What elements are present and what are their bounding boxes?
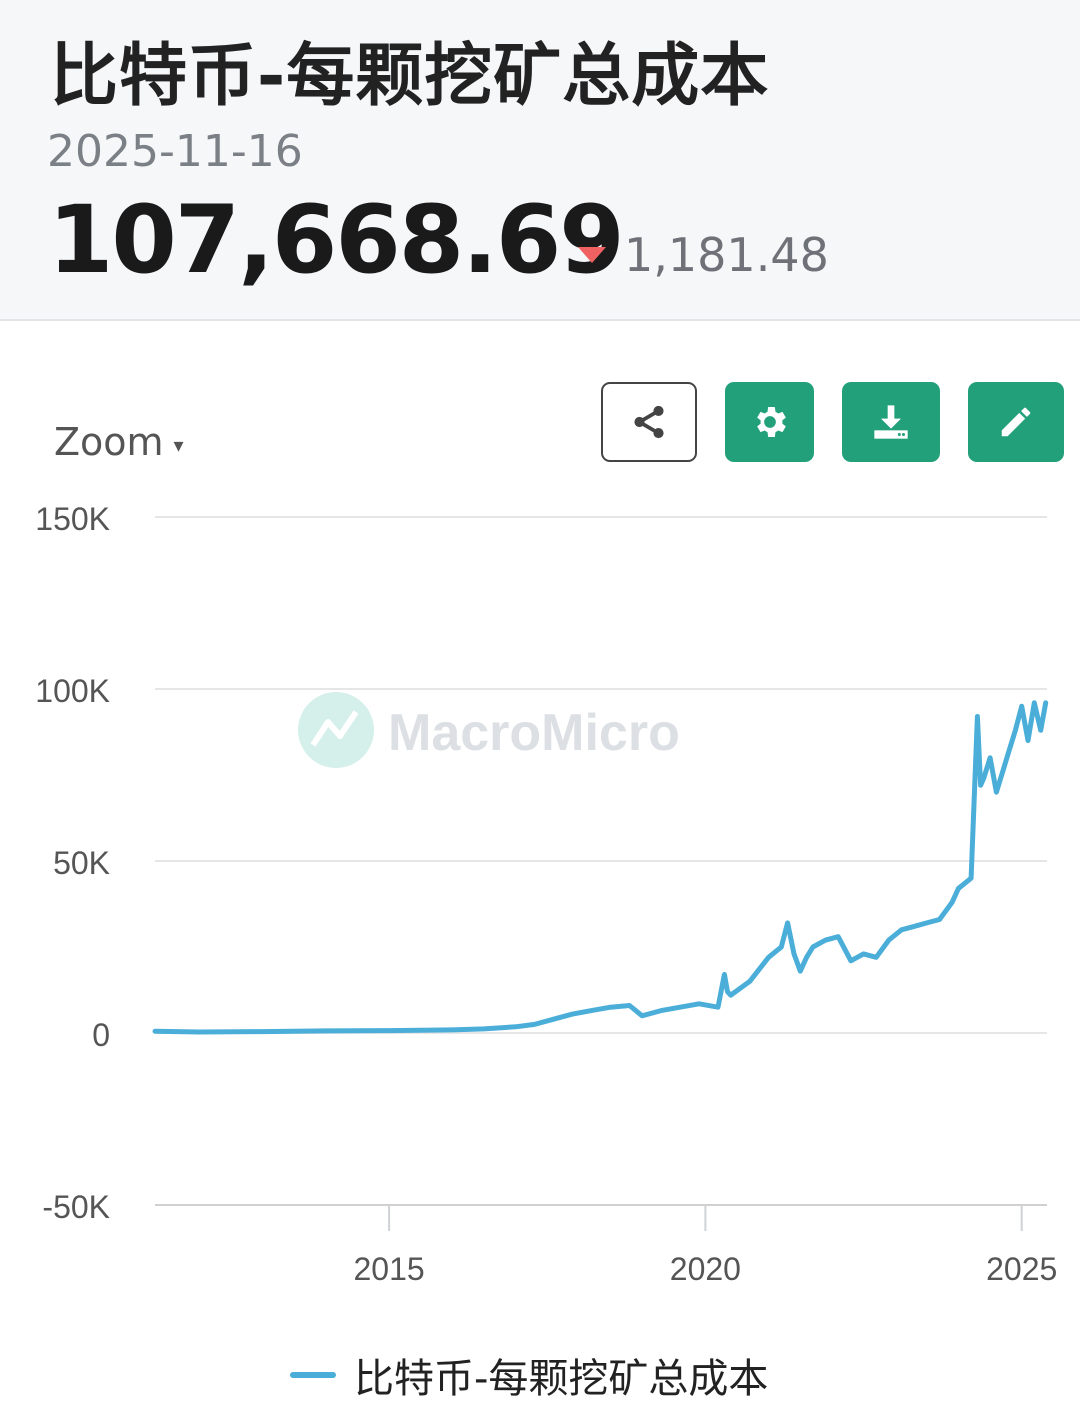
legend-label: 比特币-每颗挖矿总成本 bbox=[354, 1356, 769, 1402]
y-tick-label: 50K bbox=[53, 845, 110, 881]
download-button[interactable] bbox=[842, 382, 940, 462]
chevron-down-icon: ▾ bbox=[173, 432, 184, 457]
legend-swatch bbox=[290, 1372, 336, 1378]
watermark: MacroMicro bbox=[298, 692, 680, 768]
change-indicator: 1,181.48 bbox=[578, 228, 829, 282]
y-tick-label: 150K bbox=[35, 501, 110, 537]
gear-icon bbox=[756, 407, 786, 437]
zoom-dropdown[interactable]: Zoom ▾ bbox=[54, 420, 184, 464]
series-line bbox=[152, 700, 1049, 1035]
x-tick-label: 2020 bbox=[670, 1251, 741, 1287]
y-tick-label: -50K bbox=[42, 1189, 110, 1225]
change-value: 1,181.48 bbox=[624, 228, 829, 282]
edit-button[interactable] bbox=[968, 382, 1064, 462]
line-chart: MacroMicro 150K 100K 50K 0 -50K 2015 2020 2025 bbox=[35, 501, 1057, 1287]
down-arrow-icon bbox=[578, 247, 606, 263]
legend[interactable]: 比特币-每颗挖矿总成本 bbox=[290, 1346, 768, 1404]
zoom-label: Zoom bbox=[54, 420, 164, 464]
header: 比特币-每颗挖矿总成本 2025-11-16 107,668.69 1,181.… bbox=[0, 0, 1080, 321]
download-icon bbox=[874, 405, 908, 439]
share-icon bbox=[634, 405, 664, 439]
x-tick-label: 2015 bbox=[353, 1251, 424, 1287]
settings-button[interactable] bbox=[725, 382, 814, 462]
watermark-text: MacroMicro bbox=[388, 704, 680, 762]
x-tick-label: 2025 bbox=[986, 1251, 1057, 1287]
pencil-icon bbox=[1001, 407, 1031, 437]
page-title: 比特币-每颗挖矿总成本 bbox=[50, 37, 770, 116]
date-label: 2025-11-16 bbox=[47, 126, 303, 177]
current-value: 107,668.69 bbox=[48, 186, 625, 295]
share-button[interactable] bbox=[601, 382, 697, 462]
y-tick-label: 0 bbox=[92, 1017, 110, 1053]
y-tick-label: 100K bbox=[35, 673, 110, 709]
